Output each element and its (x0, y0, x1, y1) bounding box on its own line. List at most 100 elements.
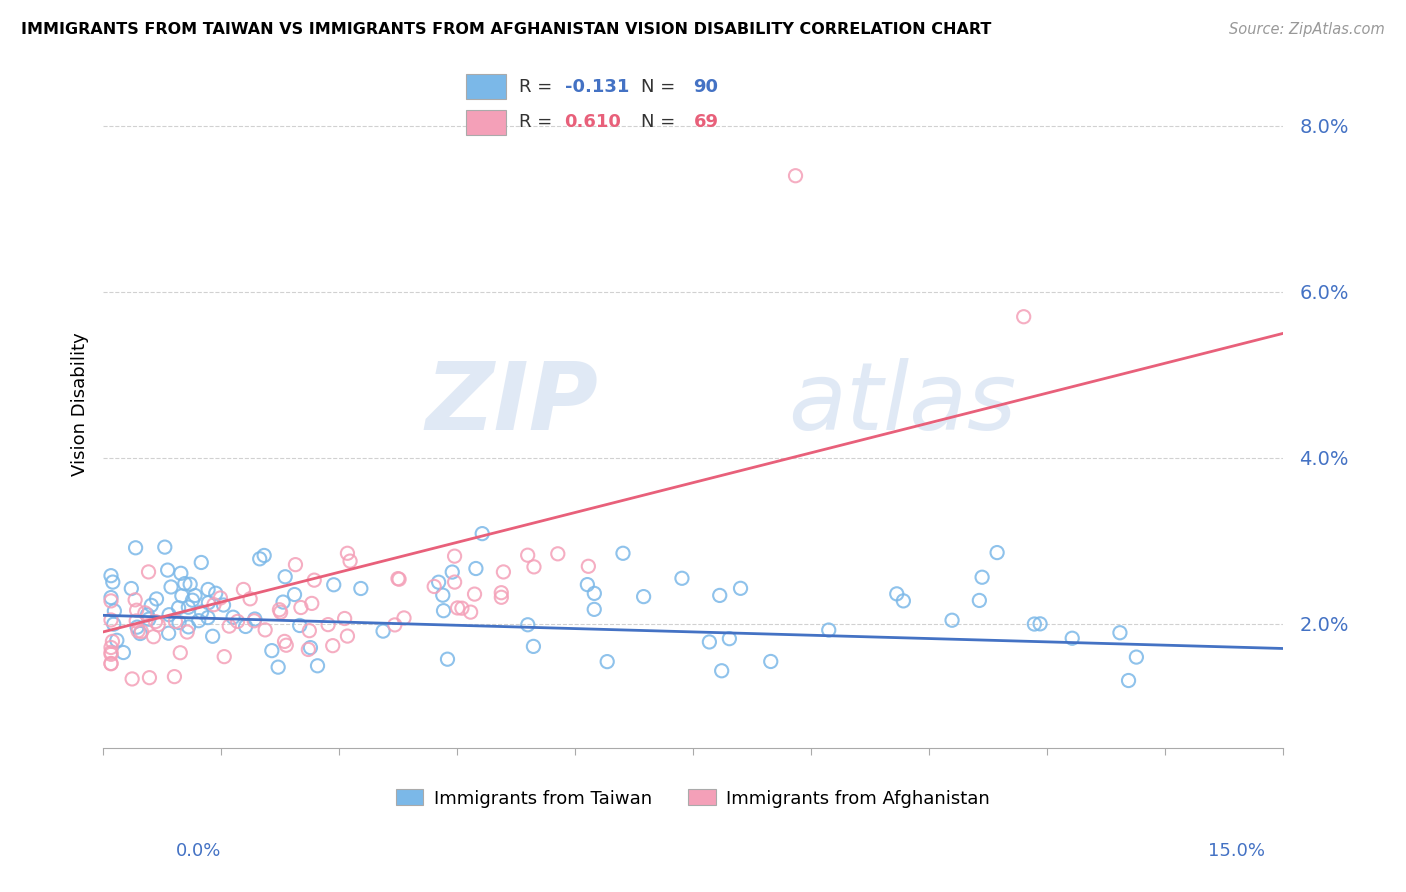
Point (134, 606, 156, 620)
Point (202, 598, 225, 612)
Point (125, 603, 148, 617)
Point (136, 607, 159, 622)
Point (817, 623, 839, 637)
Point (124, 592, 146, 607)
Point (612, 546, 634, 560)
Point (190, 605, 212, 619)
Point (709, 589, 731, 603)
Point (100, 568, 122, 582)
Point (142, 630, 165, 644)
Text: 0.0%: 0.0% (176, 842, 221, 860)
Point (284, 558, 307, 572)
Point (301, 596, 323, 610)
Point (443, 549, 465, 563)
Point (177, 620, 200, 634)
Point (274, 570, 297, 584)
Point (103, 604, 125, 618)
Point (120, 582, 142, 596)
Point (288, 618, 311, 632)
Point (785, 169, 807, 183)
Point (131, 624, 153, 639)
Point (103, 617, 125, 632)
Point (491, 585, 513, 599)
Point (583, 602, 606, 616)
Point (350, 582, 373, 596)
Point (1062, 632, 1084, 646)
Point (209, 591, 232, 605)
Point (986, 545, 1008, 559)
Point (516, 548, 538, 562)
Point (290, 600, 312, 615)
Point (547, 547, 569, 561)
Point (1109, 625, 1132, 640)
Point (392, 611, 415, 625)
Point (235, 619, 257, 633)
Point (969, 593, 991, 607)
Point (179, 577, 201, 591)
Point (336, 629, 359, 643)
Point (322, 578, 344, 592)
Point (886, 587, 908, 601)
Point (260, 643, 283, 657)
Point (710, 664, 733, 678)
Point (190, 556, 212, 570)
Point (583, 586, 606, 600)
Point (129, 626, 152, 640)
Point (243, 612, 266, 626)
Point (157, 607, 180, 622)
Point (187, 614, 209, 628)
Point (100, 640, 122, 655)
Point (336, 546, 359, 560)
Point (307, 658, 329, 673)
Point (283, 588, 305, 602)
Text: Source: ZipAtlas.com: Source: ZipAtlas.com (1229, 22, 1385, 37)
Point (371, 624, 394, 639)
Point (1118, 673, 1140, 688)
Point (148, 617, 170, 632)
Point (322, 639, 344, 653)
Point (460, 605, 482, 619)
Point (160, 580, 183, 594)
Point (941, 613, 963, 627)
Point (138, 671, 160, 685)
Point (100, 645, 122, 659)
Point (436, 652, 458, 666)
Point (100, 594, 122, 608)
Point (451, 601, 474, 615)
Point (176, 625, 198, 640)
Point (145, 615, 167, 629)
Point (125, 614, 148, 628)
Point (243, 614, 266, 628)
Point (145, 591, 167, 606)
Point (138, 612, 160, 626)
Point (298, 624, 321, 638)
Point (302, 573, 325, 587)
Point (464, 561, 486, 575)
Point (718, 632, 741, 646)
Point (269, 603, 291, 617)
Point (197, 596, 219, 610)
Point (276, 638, 298, 652)
Point (100, 657, 122, 671)
Point (516, 617, 538, 632)
Point (299, 640, 322, 655)
Point (388, 572, 411, 586)
Point (730, 582, 752, 596)
Point (253, 549, 276, 563)
Point (523, 560, 546, 574)
Point (112, 646, 135, 660)
Point (181, 593, 204, 607)
Point (239, 591, 262, 606)
Point (100, 657, 122, 671)
Point (271, 595, 294, 609)
Point (101, 575, 124, 590)
Point (100, 613, 122, 627)
Point (316, 617, 339, 632)
Point (156, 563, 179, 577)
Point (759, 655, 782, 669)
Point (212, 598, 235, 612)
Point (157, 626, 180, 640)
Point (232, 582, 254, 597)
Text: ZIP: ZIP (426, 358, 599, 450)
Point (270, 605, 292, 619)
